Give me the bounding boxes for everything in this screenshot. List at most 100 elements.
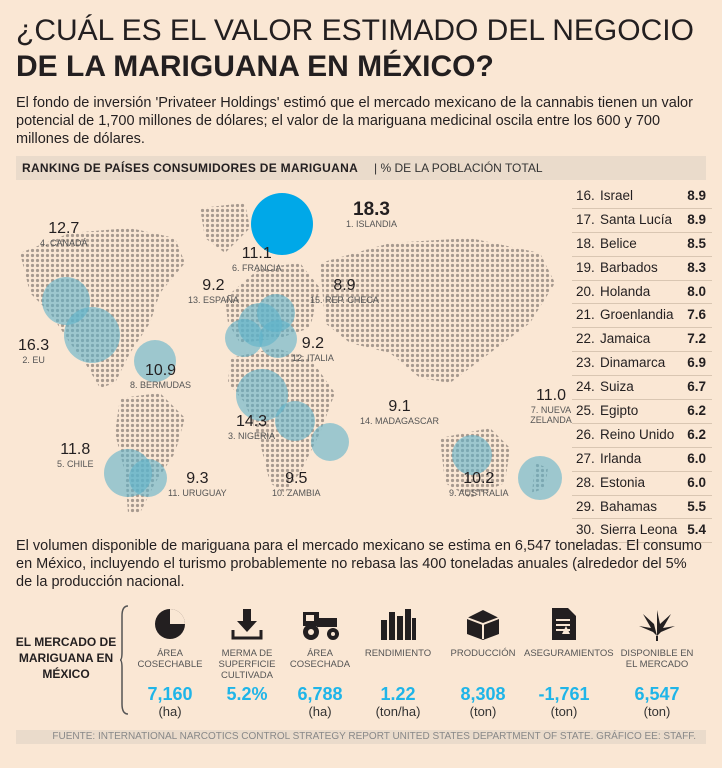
ranking-num: 24.	[576, 379, 595, 395]
map-label-name: 6. FRANCIA	[232, 263, 282, 273]
market-stat-label: ASEGURAMIENTOS	[524, 648, 614, 659]
bubble-13	[225, 319, 263, 357]
map-label-name: 15. REP. CHECA	[310, 295, 379, 305]
ranking-value: 8.9	[687, 188, 706, 203]
bubble-11	[129, 459, 167, 497]
map-label-name: 3. NIGERIA	[228, 431, 276, 441]
market-stat-value: 6,788	[297, 684, 343, 704]
ranking-value: 6.0	[687, 450, 706, 466]
ranking-value: 5.4	[687, 522, 706, 538]
market-stat-label: MERMA DE SUPERFICIE CULTIVADA	[218, 648, 276, 681]
ranking-num: 30.	[576, 522, 595, 538]
ranking-value: 8.3	[687, 259, 706, 275]
bubble-1	[251, 193, 313, 255]
ranking-num: 22.	[576, 331, 595, 347]
map-label-1: 18.3 1. ISLANDIA	[346, 199, 398, 229]
map-label-value: 10.2	[463, 470, 495, 487]
download-icon	[207, 604, 287, 644]
map-label-name: 9. AUSTRALIA	[449, 488, 509, 498]
map-label-8: 10.9 8. BERMUDAS	[130, 362, 191, 390]
map-label-name: 4. CANADÁ	[40, 238, 88, 248]
ranking-country: Belice	[600, 235, 637, 251]
ranking-num: 26.	[576, 426, 595, 442]
map-label-name: 13. ESPAÑA	[188, 295, 239, 305]
map-label-name: 1. ISLANDIA	[346, 219, 398, 229]
ranking-header-title: RANKING DE PAÍSES CONSUMIDORES DE MARIGU…	[22, 161, 359, 175]
market-stat-value: -1,761	[538, 684, 590, 704]
bubble-10	[275, 401, 315, 441]
ranking-num: 19.	[576, 259, 595, 275]
brace-icon	[120, 605, 129, 715]
ranking-country: Jamaica	[600, 331, 651, 347]
map-label-14: 9.1 14. MADAGASCAR	[360, 398, 439, 426]
ranking-country: Dinamarca	[600, 355, 666, 371]
ranking-country: Holanda	[600, 283, 651, 299]
volume-paragraph: El volumen disponible de mariguana para …	[16, 538, 702, 590]
market-stat: PRODUCCIÓN 8,308 (ton)	[443, 604, 523, 720]
cannabis-leaf-icon	[617, 604, 697, 644]
ranking-value: 6.2	[687, 403, 706, 419]
ranking-value: 8.0	[687, 283, 706, 299]
ranking-row: 26. Reino Unido 6.2	[572, 424, 712, 448]
market-stat: MERMA DE SUPERFICIE CULTIVADA 5.2%	[207, 604, 287, 704]
ranking-num: 25.	[576, 403, 595, 419]
market-stat-value: 5.2%	[226, 684, 268, 704]
market-stat-unit: (ha)	[308, 704, 332, 719]
ranking-num: 29.	[576, 498, 595, 514]
bubble-9	[452, 435, 492, 475]
ranking-row: 17. Santa Lucía 8.9	[572, 209, 712, 233]
ranking-value: 6.2	[687, 426, 706, 442]
ranking-country: Groenlandia	[600, 307, 674, 323]
ranking-num: 27.	[576, 450, 595, 466]
map-label-value: 16.3	[18, 337, 50, 354]
map-label-name: 7. NUEVA ZELANDA	[530, 405, 572, 425]
map-label-value: 11.0	[536, 387, 566, 404]
map-label-9: 10.2 9. AUSTRALIA	[449, 470, 509, 498]
market-stat: DISPONIBLE EN EL MERCADO 6,547 (ton)	[617, 604, 697, 720]
ranking-row: 24. Suiza 6.7	[572, 376, 712, 401]
map-label-value: 9.3	[186, 470, 209, 487]
market-label: EL MERCADO DE MARIGUANA EN MÉXICO	[15, 635, 117, 681]
ranking-value: 6.9	[687, 355, 706, 371]
map-label-5: 11.8 5. CHILE	[57, 441, 94, 469]
ranking-row: 20. Holanda 8.0	[572, 281, 712, 305]
map-label-value: 11.1	[241, 245, 272, 262]
map-label-value: 18.3	[353, 199, 390, 220]
ranking-country: Egipto	[600, 403, 639, 419]
ranking-num: 23.	[576, 355, 595, 371]
ranking-value: 8.5	[687, 235, 706, 251]
map-label-12: 9.2 12. ITALIA	[292, 335, 334, 363]
market-stat: ÁREA COSECHABLE 7,160 (ha)	[130, 604, 210, 720]
market-stat-label: DISPONIBLE EN EL MERCADO	[620, 648, 694, 670]
ranking-row: 22. Jamaica 7.2	[572, 328, 712, 353]
ranking-country: Suiza	[600, 379, 634, 395]
map-label-value: 10.9	[144, 362, 177, 379]
tractor-icon	[280, 604, 360, 644]
market-stat: RENDIMIENTO 1.22 (ton/ha)	[358, 604, 438, 720]
ranking-country: Bahamas	[600, 498, 658, 514]
map-label-name: 10. ZAMBIA	[272, 488, 321, 498]
ranking-row: 29. Bahamas 5.5	[572, 496, 712, 520]
map-label-value: 9.1	[388, 398, 411, 415]
ranking-row: 18. Belice 8.5	[572, 233, 712, 257]
ranking-num: 17.	[576, 211, 595, 227]
market-stat-unit: (ton)	[643, 704, 671, 719]
map-label-name: 2. EU	[22, 355, 45, 365]
ranking-num: 21.	[576, 307, 595, 323]
ranking-country: Sierra Leona	[600, 522, 678, 538]
bubble-3	[236, 369, 288, 421]
map-label-11: 9.3 11. URUGUAY	[168, 470, 227, 498]
ranking-value: 5.5	[687, 498, 706, 514]
ranking-value: 6.0	[687, 474, 706, 490]
market-stat: ÁREA COSECHADA 6,788 (ha)	[280, 604, 360, 720]
title-line-1: ¿CUÁL ES EL VALOR ESTIMADO DEL NEGOCIO	[16, 14, 694, 47]
ranking-list: 16. Israel 8.9 17. Santa Lucía 8.9 18. Belice 8.…	[572, 185, 712, 544]
ranking-country: Reino Unido	[600, 426, 675, 442]
bubble-15	[257, 294, 295, 332]
ranking-value: 7.2	[687, 331, 706, 347]
map-label-name: 8. BERMUDAS	[130, 380, 192, 390]
ranking-row: 19. Barbados 8.3	[572, 257, 712, 281]
map-label-value: 9.5	[285, 470, 308, 487]
market-stat-value: 1.22	[380, 684, 416, 704]
market-stat-value: 6,547	[634, 684, 680, 704]
